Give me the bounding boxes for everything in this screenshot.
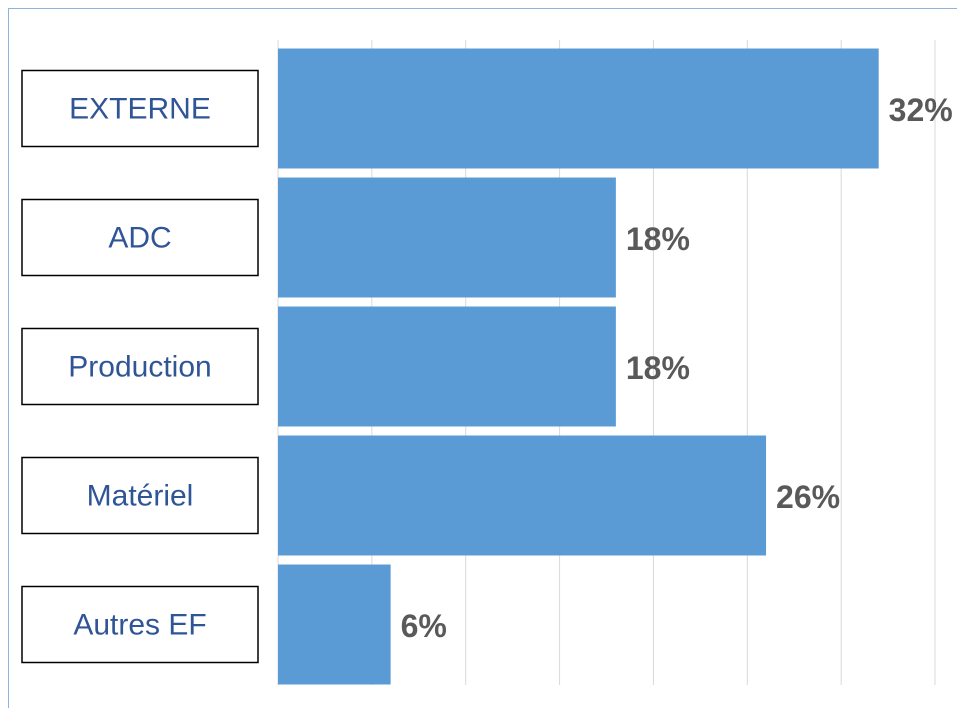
bar	[278, 177, 616, 298]
data-label: 6%	[401, 608, 447, 644]
data-label: 18%	[626, 350, 690, 386]
category-box	[21, 327, 259, 406]
chart-border	[8, 8, 957, 708]
bar	[278, 564, 391, 685]
y-tick-label: EXTERNE	[69, 92, 211, 125]
y-tick-label: ADC	[108, 221, 171, 254]
category-box	[21, 585, 259, 664]
y-tick-label: Autres EF	[73, 608, 206, 641]
category-box	[21, 456, 259, 535]
data-label: 32%	[889, 92, 953, 128]
y-tick-label: Matériel	[87, 479, 194, 512]
bar	[278, 306, 616, 427]
category-box	[21, 69, 259, 148]
y-tick-label: Production	[68, 350, 211, 383]
data-label: 18%	[626, 221, 690, 257]
category-box	[21, 198, 259, 277]
data-label: 26%	[776, 479, 840, 515]
bar	[278, 48, 879, 169]
bar	[278, 435, 767, 556]
